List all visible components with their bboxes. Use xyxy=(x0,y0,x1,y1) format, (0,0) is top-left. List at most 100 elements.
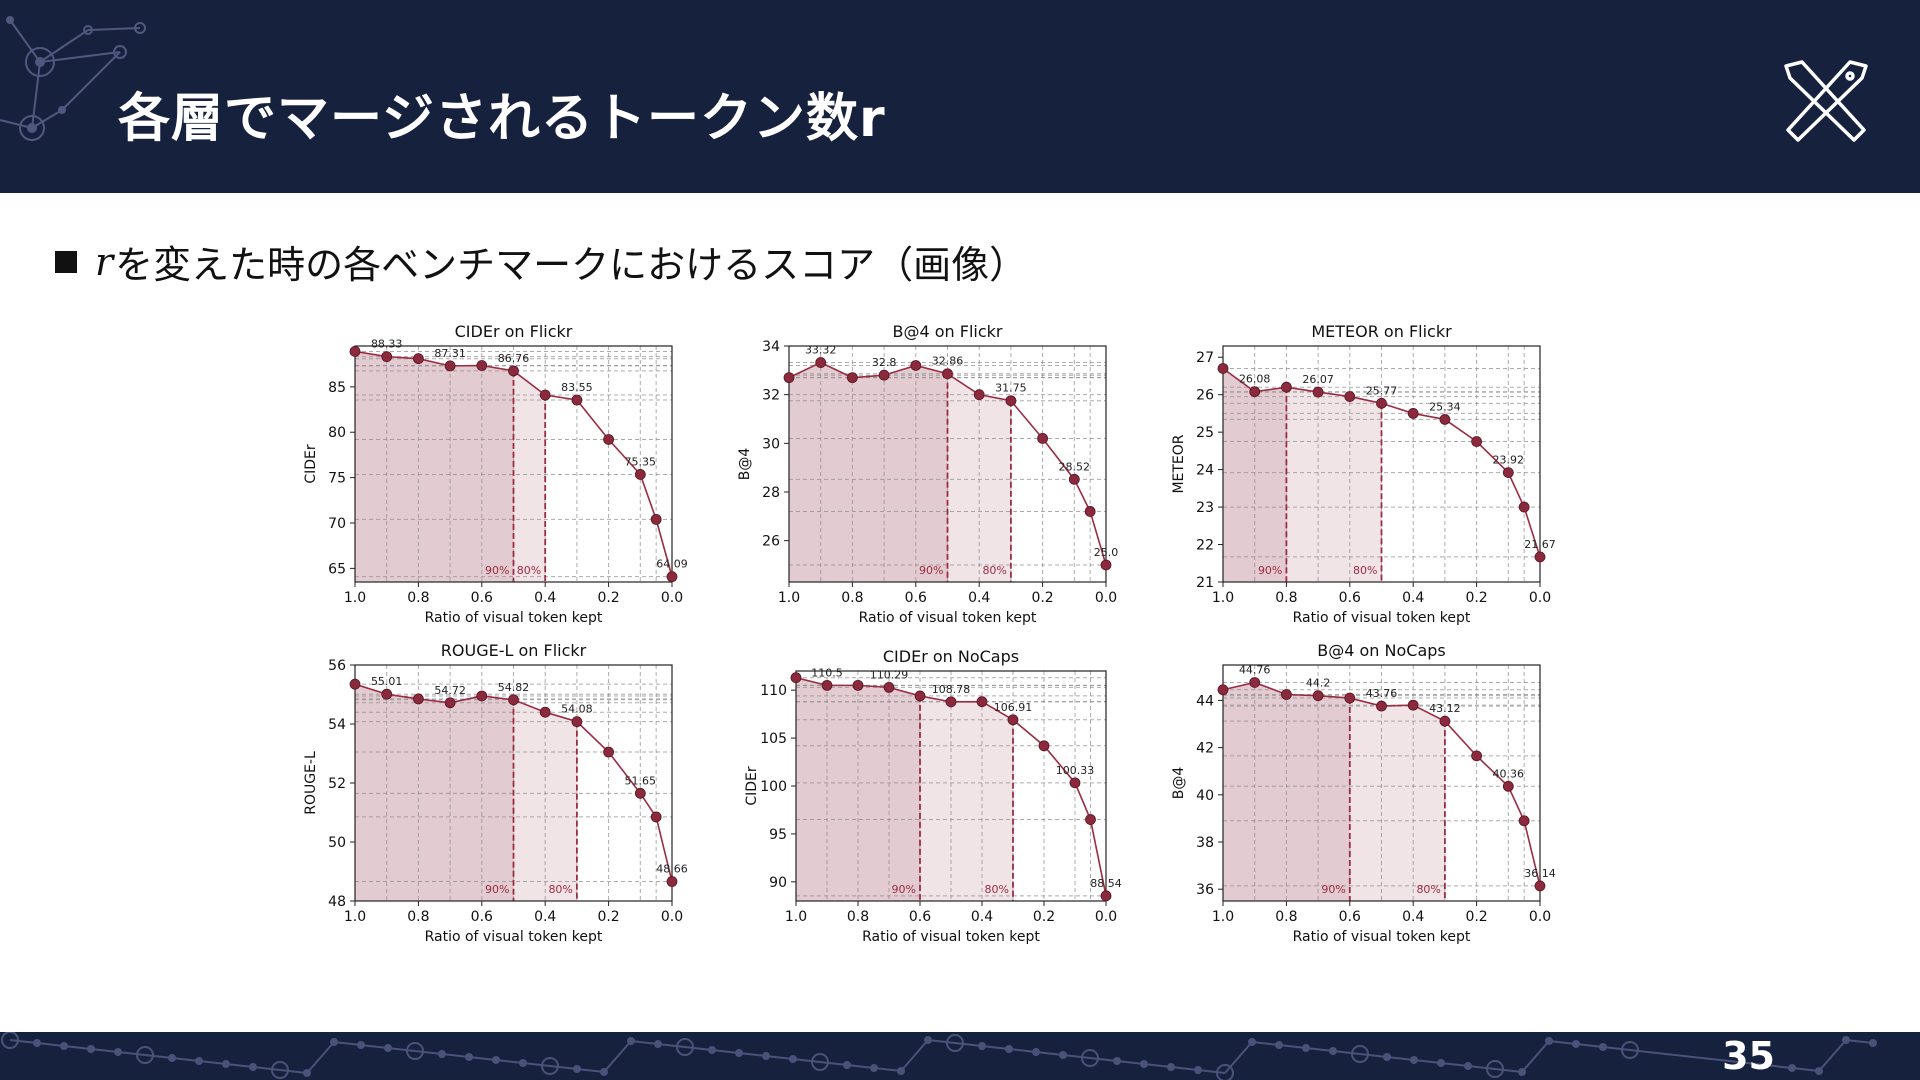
data-label: 26.08 xyxy=(1239,373,1271,386)
data-point xyxy=(412,353,424,365)
network-footer-decoration-icon xyxy=(1,1032,1877,1080)
data-point xyxy=(508,365,519,377)
y-tick-label: 70 xyxy=(328,516,346,532)
chart-title: B@4 on Flickr xyxy=(893,322,1003,341)
data-point xyxy=(847,372,858,384)
y-tick-label: 26 xyxy=(1196,388,1214,404)
data-point xyxy=(1281,689,1292,700)
data-point xyxy=(1471,750,1482,762)
series-line xyxy=(1222,681,1541,887)
y-tick-label: 65 xyxy=(328,561,346,577)
data-point xyxy=(508,694,519,706)
x-tick-label: 0.4 xyxy=(534,590,556,606)
data-point xyxy=(666,876,678,887)
x-tick-label: 0.0 xyxy=(1095,590,1117,606)
data-point xyxy=(1439,414,1451,425)
y-axis-label: CIDEr xyxy=(744,766,760,806)
y-tick-label: 26 xyxy=(762,534,780,550)
data-label: 32.86 xyxy=(932,355,964,368)
data-label: 64.09 xyxy=(656,558,688,571)
data-label: 32.8 xyxy=(872,356,897,369)
x-tick-label: 0.4 xyxy=(534,909,556,925)
x-tick-label: 0.2 xyxy=(597,590,619,606)
data-point xyxy=(381,351,393,363)
shaded-region-90 xyxy=(789,362,948,582)
y-tick-label: 105 xyxy=(760,731,787,747)
chart-1: 90% 80% 88.33 87.31 86.76 83.55 75.35 64.09 1.0 0… xyxy=(303,322,688,626)
x-tick-label: 0.8 xyxy=(1275,909,1297,925)
x-tick-label: 1.0 xyxy=(1212,590,1234,606)
slide-footer xyxy=(0,1032,1920,1080)
chart-6: 90% 80% 44.76 44.2 43.76 43.12 40.36 36.14 1.0 0.… xyxy=(1171,641,1556,945)
x-tick-label: 0.4 xyxy=(968,590,990,606)
data-point xyxy=(1249,677,1261,688)
data-label: 43.76 xyxy=(1366,687,1398,700)
data-label: 33.32 xyxy=(805,344,837,357)
x-tick-label: 0.6 xyxy=(471,909,493,925)
x-tick-label: 0.6 xyxy=(905,590,927,606)
shaded-region-80 xyxy=(1349,698,1445,901)
data-point xyxy=(973,389,985,401)
data-point xyxy=(1502,467,1514,479)
x-axis-label: Ratio of visual token kept xyxy=(425,929,603,945)
y-axis-label: B@4 xyxy=(737,448,753,481)
y-axis-label: METEOR xyxy=(1171,434,1187,493)
y-tick-label: 50 xyxy=(328,835,346,851)
x-tick-label: 0.8 xyxy=(841,590,863,606)
bullet-square-icon xyxy=(55,250,77,273)
x-tick-label: 0.4 xyxy=(971,909,993,925)
data-point xyxy=(650,811,662,823)
x-tick-label: 0.2 xyxy=(1031,590,1053,606)
axes-frame xyxy=(1222,664,1541,902)
bullet-text: を変えた時の各ベンチマークにおけるスコア（画像） xyxy=(115,243,1028,287)
x-tick-label: 0.4 xyxy=(1402,590,1424,606)
threshold-label: 90% xyxy=(1321,883,1345,896)
x-tick-label: 0.2 xyxy=(597,909,619,925)
data-point xyxy=(1518,815,1530,827)
data-label: 110.29 xyxy=(870,668,909,681)
chart-title: CIDEr on Flickr xyxy=(455,322,573,341)
chart-title: METEOR on Flickr xyxy=(1311,322,1452,341)
data-point xyxy=(942,368,953,380)
x-axis-label: Ratio of visual token kept xyxy=(1293,610,1471,626)
chart-2: 90% 80% 33.32 32.8 32.86 31.75 28.52 25.0 1.0 0.8… xyxy=(737,322,1118,626)
data-point xyxy=(1439,715,1451,727)
y-tick-label: 85 xyxy=(328,380,346,396)
data-label: 36.14 xyxy=(1524,867,1556,880)
y-tick-label: 32 xyxy=(762,388,780,404)
y-tick-label: 54 xyxy=(328,717,346,733)
y-tick-label: 23 xyxy=(1196,500,1214,516)
data-label: 54.82 xyxy=(498,681,530,694)
data-point xyxy=(1376,700,1387,712)
x-tick-label: 0.2 xyxy=(1465,909,1487,925)
data-point xyxy=(650,513,662,525)
data-point xyxy=(444,360,456,372)
y-tick-label: 21 xyxy=(1196,575,1214,591)
data-label: 106.91 xyxy=(994,701,1033,714)
data-point xyxy=(1312,386,1324,398)
x-tick-label: 0.0 xyxy=(1529,909,1551,925)
data-point xyxy=(1217,684,1229,696)
data-label: 31.75 xyxy=(995,382,1027,395)
data-label: 88.54 xyxy=(1090,877,1122,890)
data-label: 75.35 xyxy=(625,455,657,468)
x-tick-label: 0.6 xyxy=(1339,590,1361,606)
y-tick-label: 22 xyxy=(1196,538,1214,554)
data-point xyxy=(1068,473,1080,485)
threshold-label: 90% xyxy=(485,564,509,577)
y-tick-label: 34 xyxy=(762,339,780,355)
slide-header: 各層でマージされるトークン数r xyxy=(0,0,1920,193)
shaded-region-90 xyxy=(355,351,514,582)
data-point xyxy=(821,679,833,691)
charts-grid: 90% 80% 88.33 87.31 86.76 83.55 75.35 64.09 1.0 0… xyxy=(303,322,1556,945)
data-point xyxy=(914,690,926,702)
y-tick-label: 25 xyxy=(1196,425,1214,441)
network-decoration-icon xyxy=(0,16,146,141)
y-tick-label: 40 xyxy=(1196,788,1214,804)
data-point xyxy=(1037,433,1048,444)
data-point xyxy=(1407,699,1419,711)
data-label: 23.92 xyxy=(1493,454,1525,467)
x-tick-label: 0.8 xyxy=(407,590,429,606)
data-label: 21.67 xyxy=(1524,538,1556,551)
data-point xyxy=(1534,551,1546,563)
